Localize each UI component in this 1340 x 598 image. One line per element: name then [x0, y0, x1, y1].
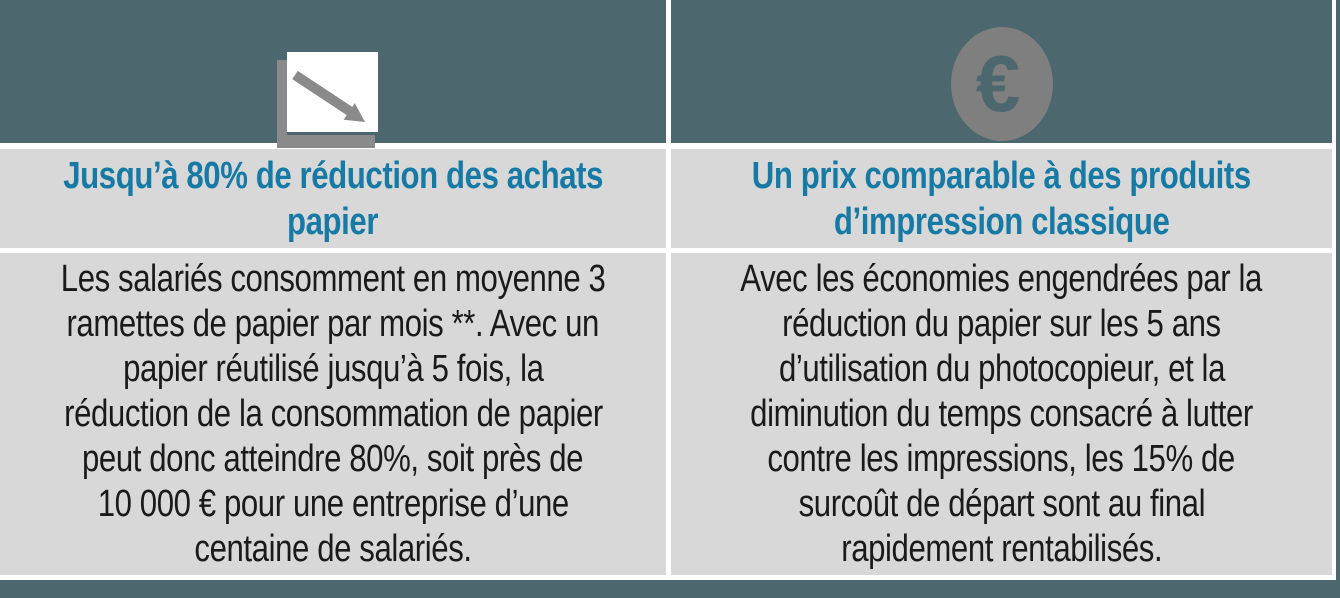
- header-cell-right: €: [671, 0, 1332, 143]
- text-line: papier: [287, 200, 379, 243]
- text-line: centaine de salariés.: [194, 527, 472, 570]
- header-cell-left: [0, 0, 666, 148]
- text-line: 10 000 € pour une entreprise d’une: [97, 482, 569, 525]
- text-line: réduction de la consommation de papier: [63, 392, 603, 435]
- table-grid: € Jusqu’à 80% de réduction des achats pap…: [0, 0, 1332, 575]
- body-row: Les salariés consomment en moyenne 3 rame…: [0, 253, 1332, 575]
- text-line: rapidement rentabilisés.: [841, 527, 1162, 570]
- text-line: surcoût de départ sont au final: [798, 482, 1205, 525]
- text-line: Jusqu’à 80% de réduction des achats: [63, 154, 603, 197]
- body-right: Avec les économies engendrées par la rédu…: [671, 253, 1332, 575]
- text-line: Les salariés consomment en moyenne 3: [60, 257, 606, 300]
- down-trend-arrow-icon: [292, 70, 365, 122]
- text-line: réduction du papier sur les 5 ans: [782, 302, 1221, 345]
- chart-sheet: [287, 52, 378, 132]
- text-line: contre les impressions, les 15% de: [767, 437, 1236, 480]
- text-line: peut donc atteindre 80%, soit près de: [82, 437, 584, 480]
- text-line: Avec les économies engendrées par la: [740, 257, 1263, 300]
- body-left: Les salariés consomment en moyenne 3 rame…: [0, 253, 666, 575]
- declining-chart-icon: [277, 52, 378, 148]
- text-line: d’utilisation du photocopieur, et la: [778, 347, 1225, 390]
- header-row: €: [0, 0, 1332, 148]
- euro-coin-icon: €: [951, 27, 1053, 141]
- chart-axis-horizontal: [277, 135, 375, 148]
- right-border-stripe: [1336, 0, 1340, 598]
- heading-right: Un prix comparable à des produits d’impre…: [671, 149, 1332, 248]
- chart-axis-vertical: [277, 60, 287, 148]
- text-line: Un prix comparable à des produits: [751, 154, 1251, 197]
- text-line: diminution du temps consacré à lutter: [750, 392, 1253, 435]
- text-line: papier réutilisé jusqu’à 5 fois, la: [122, 347, 544, 390]
- heading-row: Jusqu’à 80% de réduction des achats papie…: [0, 149, 1332, 248]
- text-line: ramettes de papier par mois **. Avec un: [66, 302, 600, 345]
- bottom-border-bar: [0, 580, 1340, 598]
- text-line: d’impression classique: [833, 200, 1170, 243]
- euro-sign-icon: €: [975, 39, 1021, 128]
- heading-left: Jusqu’à 80% de réduction des achats papie…: [0, 149, 666, 248]
